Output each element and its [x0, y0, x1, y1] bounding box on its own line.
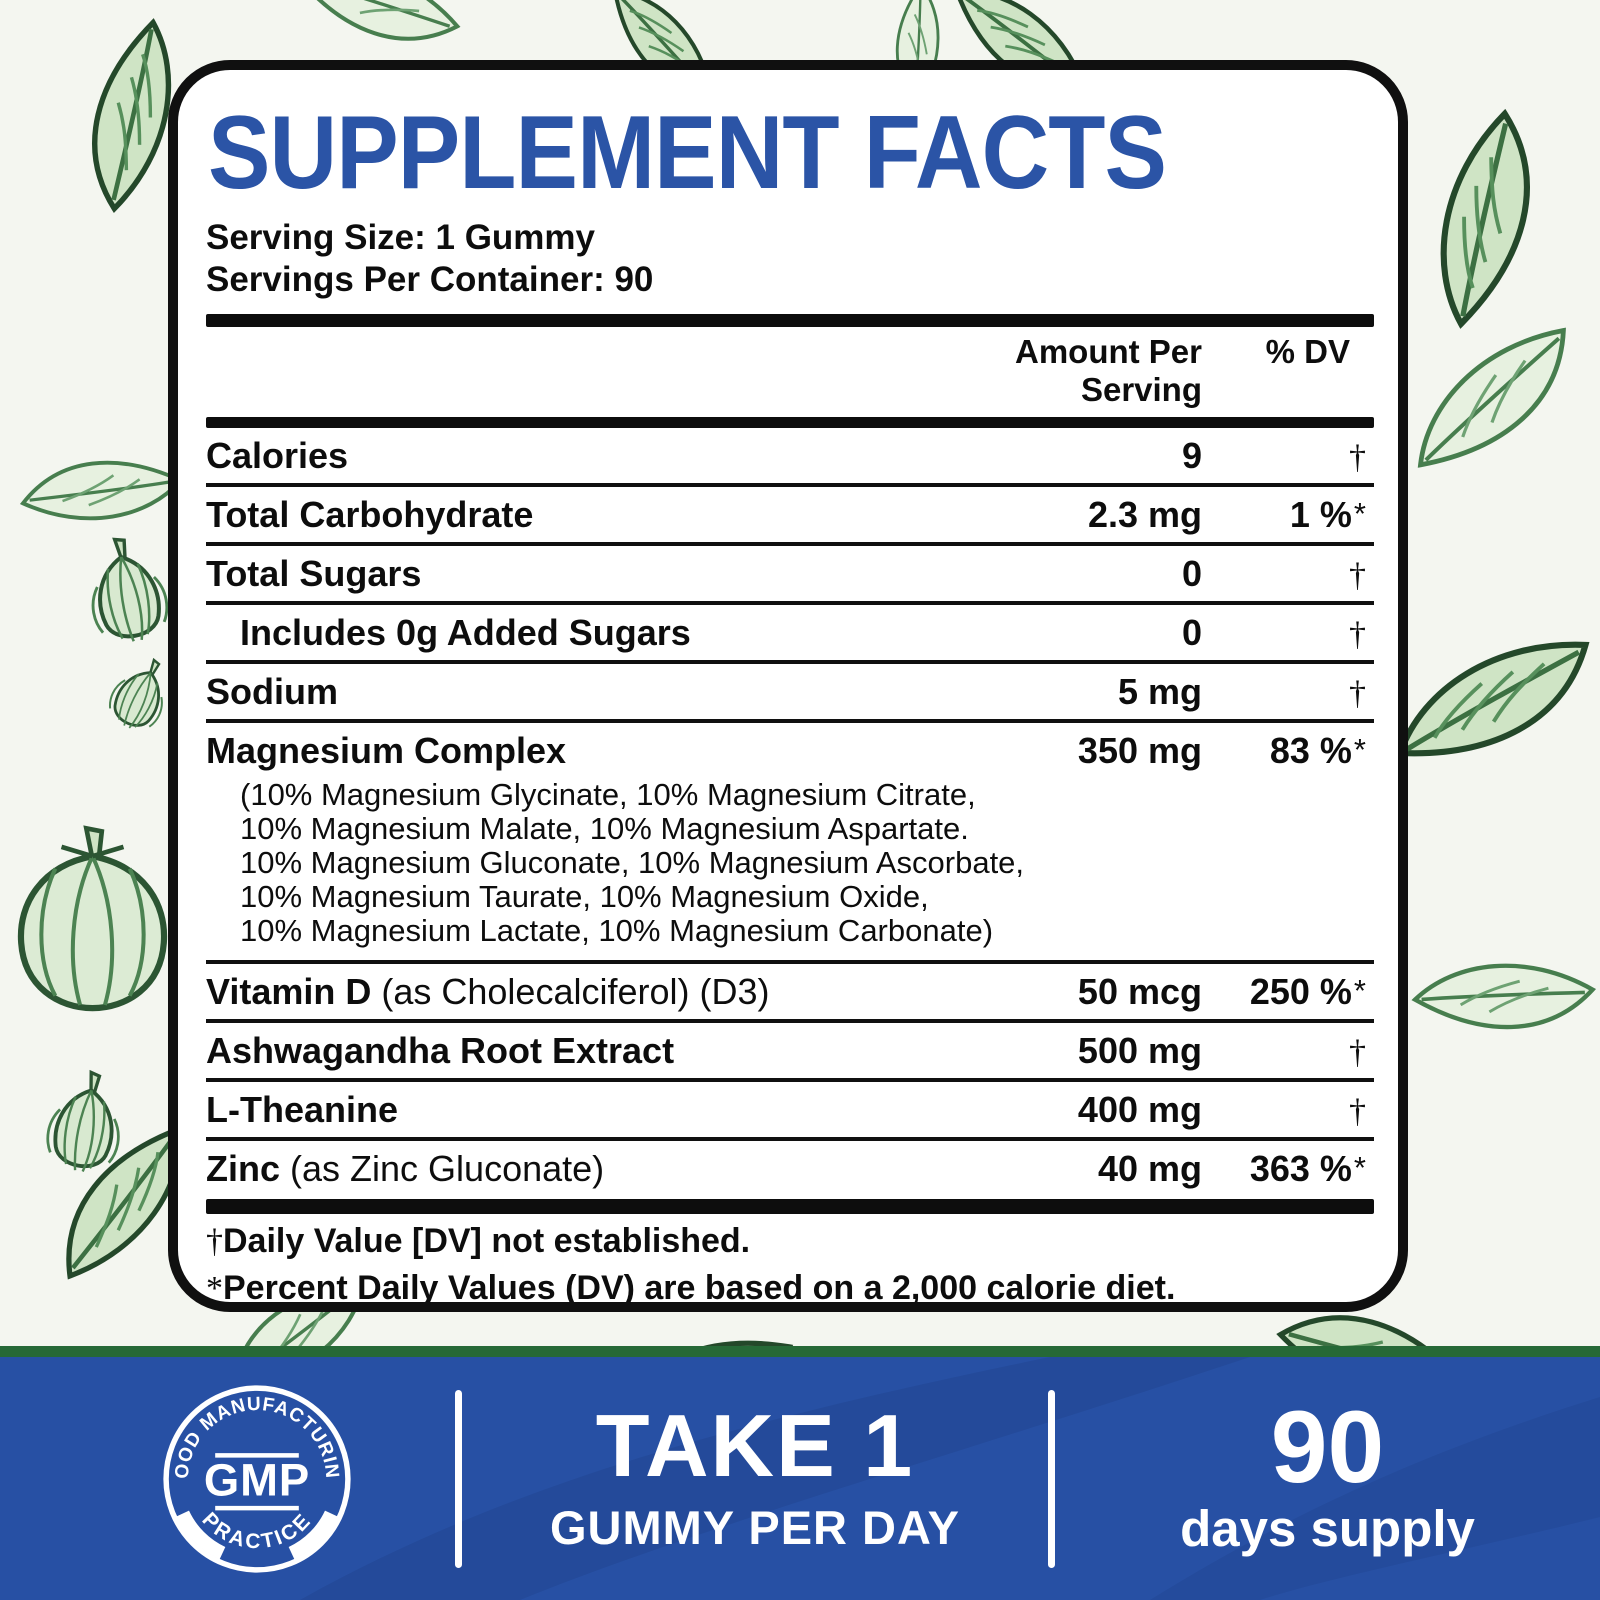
row-dv: 363 %*: [1249, 1148, 1366, 1190]
column-header-amount: Amount Per Serving: [1014, 333, 1202, 409]
page-title: SUPPLEMENT FACTS: [208, 95, 1167, 211]
row-amount: 350 mg: [1077, 730, 1202, 772]
gmp-badge-area: GOOD MANUFACTURING PRACTICE GMP: [0, 1379, 455, 1579]
divider-bar: [206, 1199, 1374, 1215]
row-name: Calories: [206, 435, 349, 477]
row-amount: 0: [1181, 553, 1202, 595]
dosage-block: TAKE 1 GUMMY PER DAY: [462, 1402, 1048, 1555]
magnesium-subline: 10% Magnesium Taurate, 10% Magnesium Oxi…: [240, 879, 929, 915]
row-amount: 9: [1181, 435, 1202, 477]
column-header-dv: % DV: [1265, 333, 1350, 371]
supplement-facts-panel: SUPPLEMENT FACTS Serving Size: 1 Gummy S…: [168, 60, 1408, 1312]
take-1-heading: TAKE 1: [595, 1396, 915, 1495]
row-name: Total Carbohydrate: [206, 494, 534, 536]
table-row-zinc: Zinc (as Zinc Gluconate) 40 mg 363 %*: [206, 1141, 1374, 1196]
row-amount: 40 mg: [1097, 1148, 1202, 1190]
vertical-divider: [455, 1389, 462, 1568]
gmp-badge: GOOD MANUFACTURING PRACTICE GMP: [157, 1379, 351, 1573]
supply-label: days supply: [1180, 1500, 1475, 1558]
row-amount: 400 mg: [1077, 1089, 1202, 1131]
row-dv: 83 %*: [1269, 730, 1366, 772]
table-row-total-carbohydrate: Total Carbohydrate 2.3 mg 1 %*: [206, 487, 1374, 547]
gmp-badge-center-text: GMP: [204, 1454, 310, 1505]
table-row-added-sugars: Includes 0g Added Sugars 0 †: [206, 605, 1374, 665]
row-dv: 250 %*: [1249, 971, 1366, 1013]
row-name: Vitamin D (as Cholecalciferol) (D3): [206, 971, 770, 1013]
row-name: Includes 0g Added Sugars: [240, 612, 691, 654]
table-row-ashwagandha: Ashwagandha Root Extract 500 mg †: [206, 1023, 1374, 1083]
supply-block: 90 days supply: [1055, 1389, 1600, 1559]
row-amount: 0: [1181, 612, 1202, 654]
serving-size-line: Serving Size: 1 Gummy: [206, 217, 596, 257]
row-name: L-Theanine: [206, 1089, 399, 1131]
magnesium-sublines: (10% Magnesium Glycinate, 10% Magnesium …: [206, 772, 1374, 954]
vertical-divider: [1048, 1389, 1055, 1568]
gummy-per-day-subheading: GUMMY PER DAY: [550, 1501, 960, 1554]
bar-shade-art: [300, 1357, 1600, 1600]
bottom-info-bar: GOOD MANUFACTURING PRACTICE GMP TAKE 1 G…: [0, 1357, 1600, 1600]
table-row-l-theanine: L-Theanine 400 mg †: [206, 1082, 1374, 1142]
row-name: Sodium: [206, 671, 338, 713]
spacer: [206, 333, 962, 409]
table-row-total-sugars: Total Sugars 0 †: [206, 546, 1374, 606]
row-dv: †: [1349, 1034, 1366, 1072]
table-header-row: Amount Per Serving % DV: [206, 327, 1374, 417]
footnote-dagger: †Daily Value [DV] not established.: [206, 1222, 751, 1261]
servings-per-container-line: Servings Per Container: 90: [206, 260, 654, 300]
table-row-sodium: Sodium 5 mg †: [206, 664, 1374, 724]
divider-bar: [206, 314, 1374, 328]
supply-number: 90: [1270, 1389, 1385, 1504]
row-amount: 5 mg: [1117, 671, 1202, 713]
table-row-magnesium-complex: Magnesium Complex 350 mg 83 %* (10% Magn…: [206, 723, 1374, 965]
green-accent-strip: [0, 1346, 1600, 1357]
magnesium-subline: 10% Magnesium Malate, 10% Magnesium Aspa…: [240, 811, 969, 847]
table-row-vitamin-d: Vitamin D (as Cholecalciferol) (D3) 50 m…: [206, 964, 1374, 1024]
footnote-asterisk: *Percent Daily Values (DV) are based on …: [206, 1269, 1176, 1308]
row-dv: †: [1349, 1093, 1366, 1131]
divider-bar: [206, 417, 1374, 429]
row-dv: †: [1349, 557, 1366, 595]
row-dv: †: [1349, 616, 1366, 654]
magnesium-subline: 10% Magnesium Gluconate, 10% Magnesium A…: [240, 845, 1025, 881]
row-dv: 1 %*: [1289, 494, 1366, 536]
row-name: Zinc (as Zinc Gluconate): [206, 1148, 605, 1190]
row-name: Magnesium Complex: [206, 730, 567, 772]
gmp-badge-right-arc: [288, 1509, 338, 1559]
row-amount: 50 mcg: [1077, 971, 1202, 1013]
gmp-badge-circle: [163, 1384, 351, 1573]
table-row-calories: Calories 9 †: [206, 428, 1374, 488]
row-dv: †: [1349, 439, 1366, 477]
row-dv: †: [1349, 675, 1366, 713]
row-amount: 500 mg: [1077, 1030, 1202, 1072]
footnotes: †Daily Value [DV] not established. *Perc…: [206, 1214, 1374, 1308]
row-amount: 2.3 mg: [1087, 494, 1202, 536]
magnesium-subline: 10% Magnesium Lactate, 10% Magnesium Car…: [240, 913, 994, 949]
magnesium-subline: (10% Magnesium Glycinate, 10% Magnesium …: [240, 777, 976, 813]
row-name: Ashwagandha Root Extract: [206, 1030, 675, 1072]
row-name: Total Sugars: [206, 553, 422, 595]
gmp-badge-left-arc: [176, 1509, 226, 1559]
